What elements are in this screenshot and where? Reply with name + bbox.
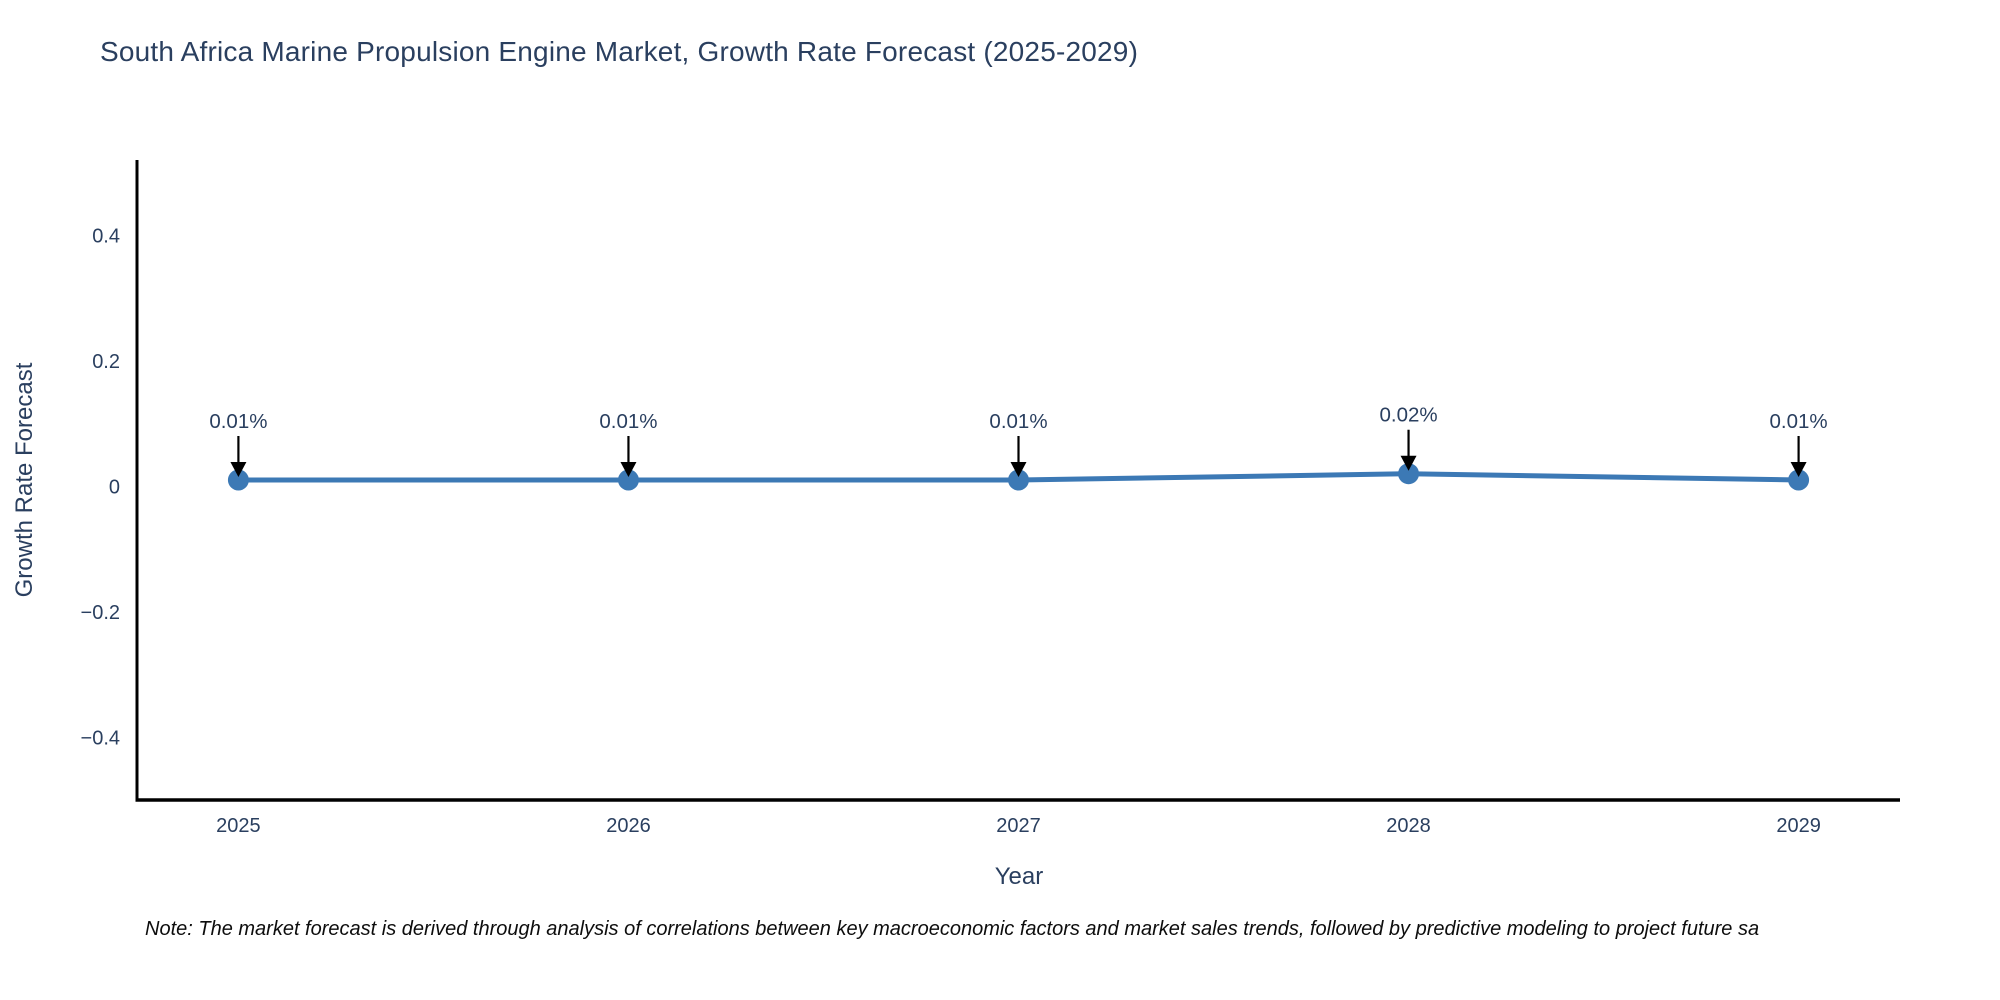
chart-title: South Africa Marine Propulsion Engine Ma… bbox=[100, 36, 1139, 67]
annotation-arrowhead-icon bbox=[230, 462, 247, 477]
data-point-marker bbox=[1008, 469, 1029, 491]
x-tick-label: 2028 bbox=[1386, 815, 1431, 837]
axes: 0.4 0.2 0 −0.2 −0.4 2025 2026 2027 2028 2029 bbox=[81, 160, 1900, 837]
footnote: Note: The market forecast is derived thr… bbox=[145, 918, 1760, 940]
annotation-arrowhead-icon bbox=[620, 462, 637, 477]
point-value-label: 0.02% bbox=[1379, 404, 1437, 427]
y-tick-label: 0.4 bbox=[92, 225, 120, 247]
point-value-label: 0.01% bbox=[209, 410, 267, 433]
data-point-marker bbox=[1788, 469, 1810, 491]
data-point-marker bbox=[617, 469, 639, 491]
x-tick-label: 2026 bbox=[606, 815, 651, 837]
x-tick-label: 2025 bbox=[216, 815, 261, 837]
x-axis-title: Year bbox=[995, 863, 1044, 890]
annotation-arrowhead-icon bbox=[1400, 455, 1417, 471]
data-point-marker bbox=[1398, 463, 1420, 485]
x-tick-label: 2027 bbox=[996, 815, 1041, 837]
x-tick-label: 2029 bbox=[1776, 815, 1821, 837]
point-value-label: 0.01% bbox=[599, 410, 657, 433]
y-axis-title: Growth Rate Forecast bbox=[11, 362, 38, 597]
point-value-label: 0.01% bbox=[1770, 410, 1828, 433]
annotations: 0.01% 0.01% 0.01% 0.02% 0.01% bbox=[209, 404, 1828, 477]
data-series bbox=[227, 463, 1810, 491]
y-tick-label: 0.2 bbox=[92, 351, 120, 373]
annotation-arrowhead-icon bbox=[1790, 462, 1807, 477]
y-tick-label: 0 bbox=[109, 476, 120, 498]
y-tick-label: −0.2 bbox=[81, 602, 120, 624]
data-point-marker bbox=[227, 469, 249, 491]
y-tick-label: −0.4 bbox=[81, 727, 120, 749]
annotation-arrowhead-icon bbox=[1010, 462, 1027, 477]
point-value-label: 0.01% bbox=[989, 410, 1047, 433]
